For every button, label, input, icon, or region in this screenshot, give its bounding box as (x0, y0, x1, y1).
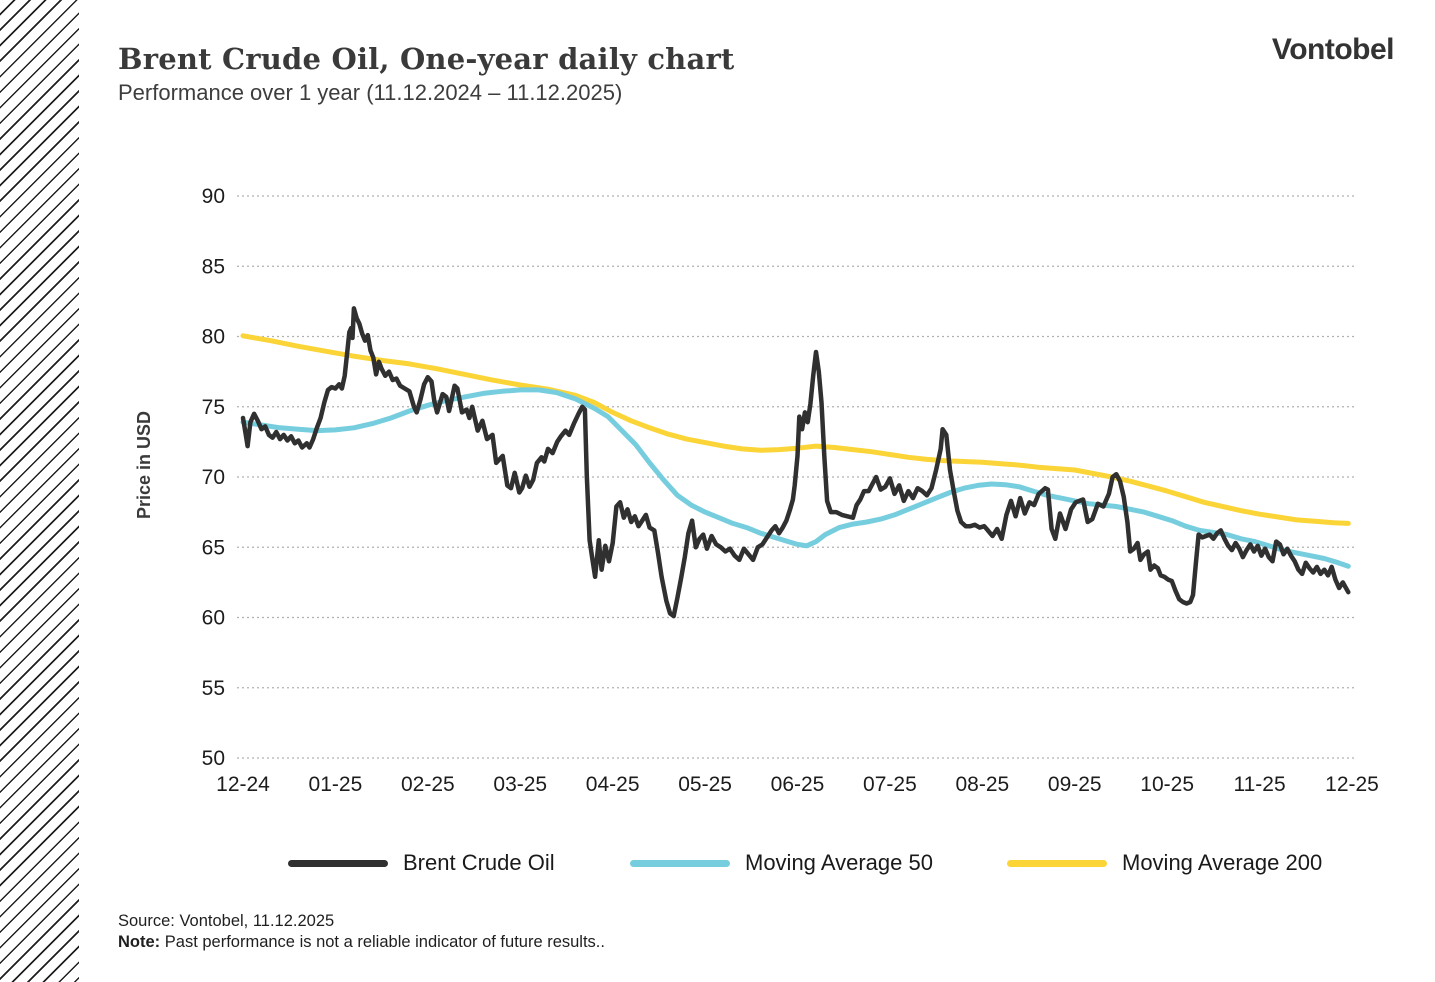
vontobel-logo: Vontobel (1271, 33, 1395, 66)
x-tick-label: 03-25 (493, 773, 547, 796)
legend-item-ma200: Moving Average 200 (1007, 850, 1323, 875)
x-tick-label: 12-24 (216, 773, 270, 796)
y-tick-label: 55 (202, 677, 225, 700)
price-chart: 50 55 60 65 70 75 80 85 90 12-24 01-25 02-25 03-25 04… (134, 185, 1379, 796)
x-tick-label: 05-25 (678, 773, 732, 796)
y-tick-label: 65 (202, 536, 225, 559)
ma200-line (240, 333, 1351, 526)
legend-label: Moving Average 200 (1122, 850, 1323, 875)
legend-label: Brent Crude Oil (403, 850, 555, 875)
x-tick-label: 01-25 (309, 773, 363, 796)
y-tick-label: 85 (202, 255, 225, 278)
footer: Source: Vontobel, 11.12.2025 Note: Past … (118, 911, 605, 953)
diagonal-hatch-decoration (0, 0, 79, 982)
x-tick-label: 04-25 (586, 773, 640, 796)
ma200-line-swatch (1007, 859, 1107, 867)
legend-item-ma50: Moving Average 50 (630, 850, 933, 875)
brent-line-swatch (288, 859, 388, 867)
x-tick-label: 02-25 (401, 773, 455, 796)
x-tick-label: 12-25 (1325, 773, 1379, 796)
x-tick-label: 11-25 (1234, 773, 1286, 796)
y-tick-label: 50 (202, 747, 225, 770)
y-tick-label: 60 (202, 607, 225, 630)
legend-item-brent: Brent Crude Oil (288, 850, 555, 875)
x-tick-label: 10-25 (1140, 773, 1194, 796)
page-subtitle: Performance over 1 year (11.12.2024 – 11… (118, 80, 623, 105)
note-label: Note: (118, 933, 161, 951)
x-tick-label: 07-25 (863, 773, 917, 796)
ma50-line (240, 387, 1351, 569)
page-title: Brent Crude Oil, One-year daily chart (118, 42, 735, 76)
note-text: Past performance is not a reliable indic… (160, 933, 605, 951)
y-tick-label: 80 (202, 326, 225, 349)
brent-line (240, 306, 1351, 619)
ma50-line-swatch (630, 859, 730, 867)
source-line: Source: Vontobel, 11.12.2025 (118, 912, 335, 930)
y-axis-title: Price in USD (134, 411, 154, 519)
y-tick-label: 70 (202, 466, 225, 489)
x-tick-label: 08-25 (955, 773, 1009, 796)
x-tick-label: 06-25 (771, 773, 825, 796)
x-tick-label: 09-25 (1048, 773, 1102, 796)
note-line: Note: Past performance is not a reliable… (118, 932, 605, 953)
y-tick-label: 90 (202, 185, 225, 208)
legend-label: Moving Average 50 (745, 850, 933, 875)
y-tick-label: 75 (202, 396, 225, 419)
